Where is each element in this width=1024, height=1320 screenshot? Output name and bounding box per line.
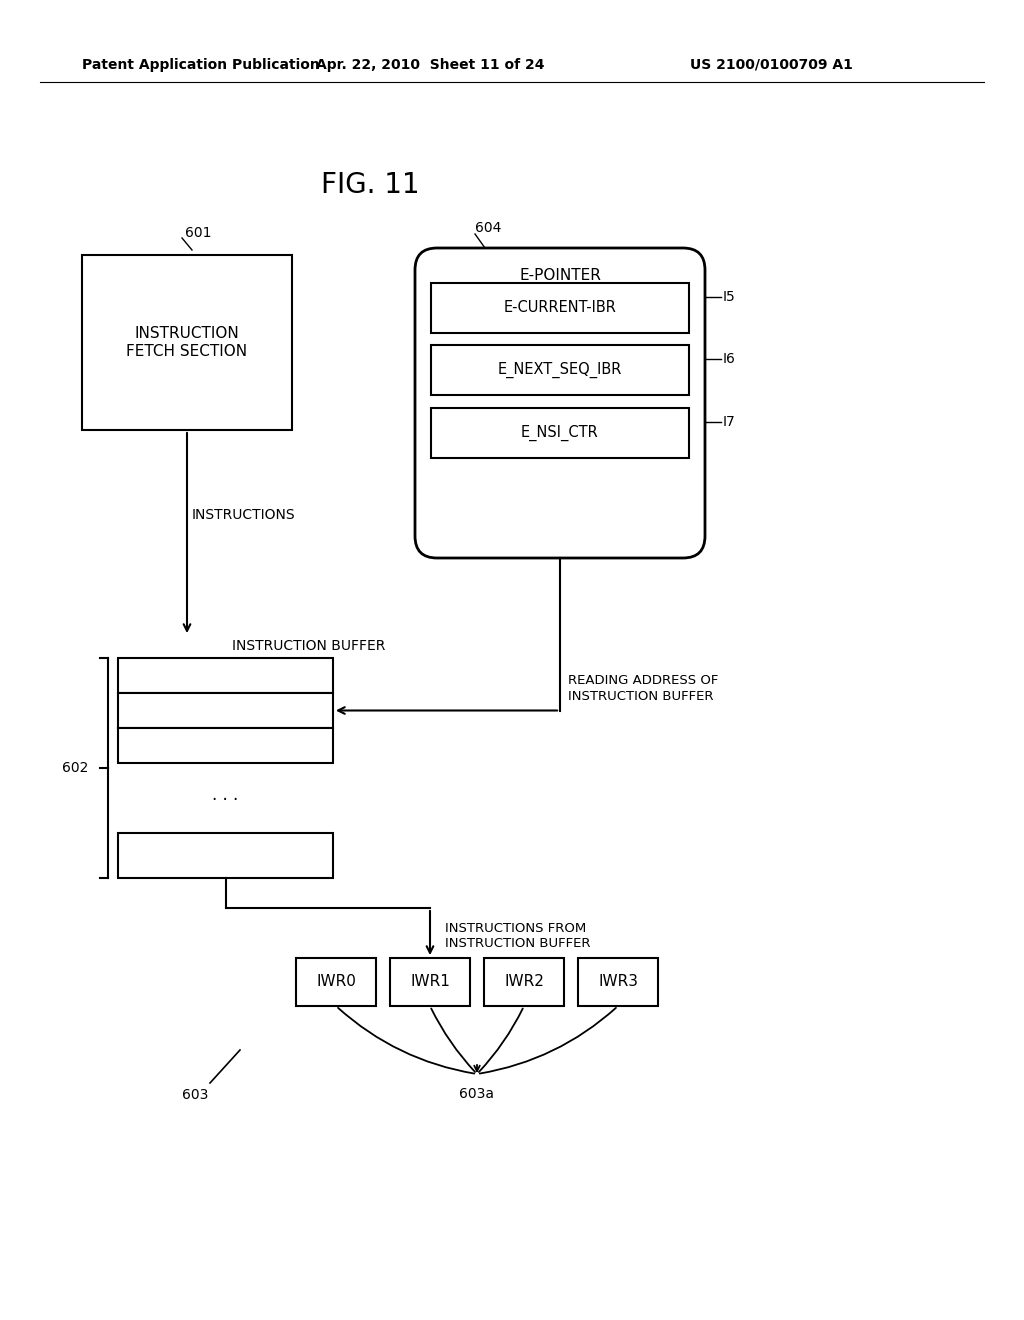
Text: INSTRUCTIONS: INSTRUCTIONS	[193, 508, 296, 521]
FancyBboxPatch shape	[415, 248, 705, 558]
Text: INSTRUCTION
FETCH SECTION: INSTRUCTION FETCH SECTION	[126, 326, 248, 359]
Text: IWR3: IWR3	[598, 974, 638, 990]
Text: READING ADDRESS OF
INSTRUCTION BUFFER: READING ADDRESS OF INSTRUCTION BUFFER	[568, 675, 719, 702]
Text: IWR0: IWR0	[316, 974, 356, 990]
Text: IWR1: IWR1	[410, 974, 450, 990]
Text: E_NSI_CTR: E_NSI_CTR	[521, 425, 599, 441]
Bar	[118, 657, 333, 693]
Text: 603: 603	[182, 1088, 208, 1102]
Text: INSTRUCTION BUFFER: INSTRUCTION BUFFER	[232, 639, 385, 653]
Bar	[431, 408, 689, 458]
Text: Apr. 22, 2010  Sheet 11 of 24: Apr. 22, 2010 Sheet 11 of 24	[315, 58, 544, 73]
Text: Patent Application Publication: Patent Application Publication	[82, 58, 319, 73]
Text: 604: 604	[475, 220, 502, 235]
Text: IWR2: IWR2	[504, 974, 544, 990]
Text: US 2100/0100709 A1: US 2100/0100709 A1	[690, 58, 853, 73]
Text: I5: I5	[723, 290, 736, 304]
Text: E-CURRENT-IBR: E-CURRENT-IBR	[504, 301, 616, 315]
Bar	[118, 833, 333, 878]
Bar	[484, 958, 564, 1006]
Bar	[390, 958, 470, 1006]
Text: E_NEXT_SEQ_IBR: E_NEXT_SEQ_IBR	[498, 362, 623, 378]
Bar	[431, 345, 689, 395]
Text: I6: I6	[723, 352, 736, 366]
Text: 602: 602	[61, 762, 88, 775]
Text: 601: 601	[185, 226, 212, 240]
Text: INSTRUCTIONS FROM
INSTRUCTION BUFFER: INSTRUCTIONS FROM INSTRUCTION BUFFER	[445, 921, 591, 950]
Text: I7: I7	[723, 414, 736, 429]
Bar	[296, 958, 376, 1006]
Text: FIG. 11: FIG. 11	[321, 172, 419, 199]
Bar	[431, 282, 689, 333]
Bar	[578, 958, 658, 1006]
Text: 603a: 603a	[460, 1086, 495, 1101]
Bar	[82, 255, 292, 430]
Text: . . .: . . .	[212, 785, 239, 804]
Bar	[118, 729, 333, 763]
Bar	[118, 693, 333, 729]
Text: E-POINTER: E-POINTER	[519, 268, 601, 284]
